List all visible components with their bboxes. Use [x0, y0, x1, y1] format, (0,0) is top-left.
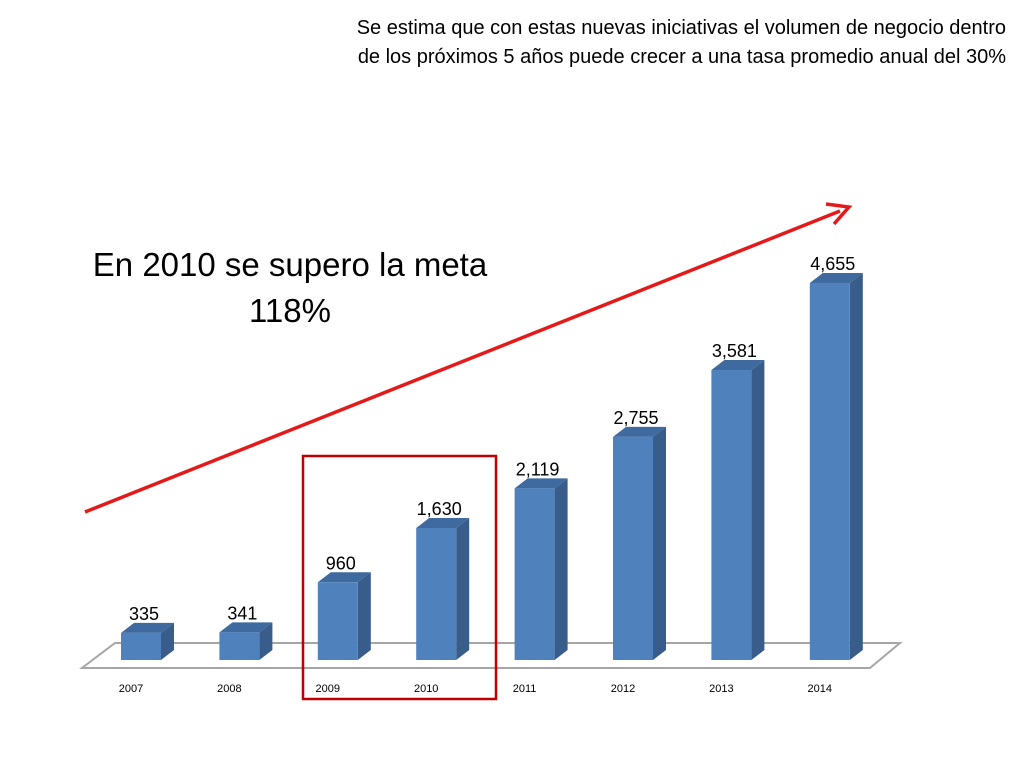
chart-floor [79, 642, 903, 669]
data-label: 3,581 [712, 341, 757, 361]
trend-arrow [84, 209, 841, 514]
x-tick-label: 2013 [709, 683, 733, 695]
subtitle-line: de los próximos 5 años puede crecer a un… [357, 46, 1006, 68]
bar-top-2007 [121, 622, 174, 633]
bar-2008 [219, 632, 260, 660]
bar-top-2009 [317, 572, 371, 583]
bar-top-2008 [219, 622, 273, 633]
bar-side-2007 [161, 622, 174, 660]
x-tick-label: 2010 [414, 683, 438, 695]
bar-top-2014 [809, 273, 863, 283]
data-label: 960 [326, 553, 356, 573]
bar-2007 [121, 632, 161, 660]
bar-top-2011 [514, 478, 568, 489]
bar-2013 [711, 369, 752, 660]
data-label: 2,755 [613, 408, 658, 428]
bar-side-2011 [554, 478, 568, 660]
x-tick-label: 2009 [316, 683, 340, 695]
bar-2014 [809, 283, 850, 660]
x-tick-label: 2008 [217, 683, 241, 695]
bar-side-2014 [849, 273, 863, 660]
chart-subtitle: Se estima que con estas nuevas iniciativ… [106, 14, 1006, 72]
annotation-line: En 2010 se supero la meta [92, 246, 488, 283]
bar-2010 [416, 527, 457, 660]
bar-top-2013 [711, 359, 765, 370]
bar-side-2009 [357, 572, 371, 660]
data-label: 341 [227, 603, 257, 623]
subtitle-line: Se estima que con estas nuevas iniciativ… [356, 17, 1006, 39]
bar-side-2010 [456, 517, 470, 660]
bar-side-2012 [653, 426, 666, 660]
arrow-head-icon [825, 202, 853, 226]
bar-side-2013 [751, 359, 765, 660]
bar-side-2008 [259, 622, 273, 660]
bar-top-2010 [416, 517, 470, 528]
bar-top-2012 [613, 426, 666, 437]
bar-2009 [317, 582, 358, 660]
highlight-box [301, 454, 498, 701]
x-tick-label: 2011 [513, 683, 537, 695]
goal-annotation: En 2010 se supero la meta 118% [60, 242, 520, 334]
data-label: 1,630 [417, 499, 462, 519]
x-tick-label: 2014 [808, 683, 832, 695]
x-tick-label: 2007 [119, 683, 143, 695]
bar-2011 [514, 488, 555, 660]
data-label: 335 [129, 604, 159, 624]
annotation-line: 118% [249, 292, 331, 329]
bar-2012 [613, 436, 653, 660]
data-label: 2,119 [516, 459, 560, 479]
data-label: 4,655 [810, 254, 855, 274]
x-tick-label: 2012 [611, 683, 635, 695]
